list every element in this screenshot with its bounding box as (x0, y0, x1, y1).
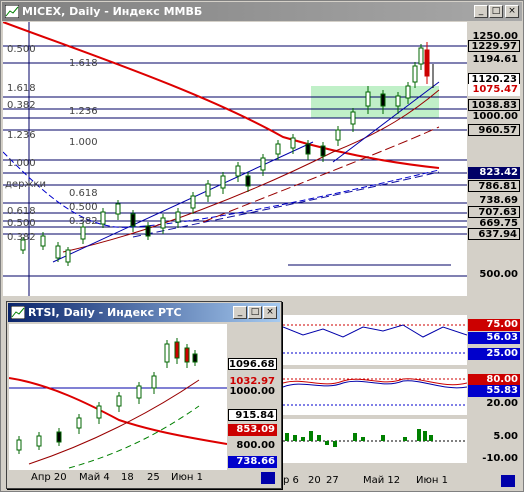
macd-plot[interactable] (283, 419, 467, 463)
rtsi-x-axis: Апр 20 Май 4 18 25 Июн 1 (9, 472, 227, 486)
fib-label: 1.236 (7, 130, 36, 141)
price-label: 1038.83 (468, 99, 520, 111)
x-label: 27 (326, 475, 339, 486)
rtsi-price-label: 1096.68 (228, 358, 277, 370)
rtsi-scroll-corner-icon[interactable] (261, 472, 275, 484)
fib-label: 0.500 (7, 44, 36, 55)
price-label: 1229.97 (468, 40, 520, 52)
rtsi-x-label: Апр 20 (31, 472, 67, 483)
price-label: 823.42 (468, 167, 520, 179)
rtsi-minimize-button[interactable]: _ (233, 306, 247, 319)
micex-title-bar[interactable]: MICEX, Daily - Индекс ММВБ _ □ × (2, 2, 522, 21)
minimize-button[interactable]: _ (474, 5, 488, 18)
fib-label: 0.382 (69, 216, 98, 227)
rtsi-title: RTSI, Daily - Индекс РТС (28, 306, 182, 319)
fib-label: 1.000 (7, 158, 36, 169)
price-label: 707.63 (468, 206, 520, 218)
rtsi-x-label: Май 4 (79, 472, 110, 483)
chart-window-icon (11, 306, 25, 319)
rtsi-price-label: 738.66 (228, 456, 277, 468)
rsi-axis: 80.00 55.83 20.00 (468, 369, 521, 415)
fib-label: 0.500 (69, 202, 98, 213)
macd-chart (283, 429, 467, 447)
stochastic-plot[interactable] (282, 315, 468, 365)
price-label: 960.57 (468, 124, 520, 136)
fib-label: 0.382 (7, 232, 36, 243)
scroll-corner-icon[interactable] (501, 475, 515, 487)
rtsi-price-label: 1000.00 (229, 386, 275, 397)
rtsi-x-label: 25 (147, 472, 160, 483)
micex-title: MICEX, Daily - Индекс ММВБ (22, 5, 203, 18)
price-label: 1000.00 (472, 111, 518, 122)
rtsi-maximize-button[interactable]: □ (248, 306, 262, 319)
stochastic-chart (282, 324, 468, 354)
micex-price-axis: 1250.00 1229.97 1194.61 1120.23 1075.47 … (468, 22, 521, 296)
fib-label: 1.000 (69, 137, 98, 148)
fib-label: 1.618 (69, 58, 98, 69)
price-label: 1250.00 (472, 31, 518, 42)
fib-label: 0.500 (7, 218, 36, 229)
rtsi-price-chart (8, 338, 228, 469)
price-label: 738.69 (479, 195, 518, 206)
rsi-plot[interactable] (282, 369, 468, 415)
ma-red-line (2, 21, 440, 169)
rtsi-price-label: 915.84 (228, 409, 277, 421)
rtsi-x-label: 18 (121, 472, 134, 483)
stoch-label: 25.00 (468, 348, 520, 360)
fib-label: 0.382 (7, 100, 36, 111)
price-label: 500.00 (479, 269, 518, 280)
x-label: Май 12 (363, 475, 401, 486)
rtsi-price-label: 800.00 (236, 440, 275, 451)
price-label: 669.75 (479, 218, 518, 229)
price-label: 1075.47 (468, 84, 520, 96)
stoch-label: 75.00 (468, 319, 520, 331)
price-label: 637.94 (468, 228, 520, 240)
support-label: держки (5, 179, 46, 190)
rsi-label: 55.83 (468, 385, 520, 397)
rtsi-x-label: Июн 1 (171, 472, 203, 483)
rsi-chart (282, 378, 468, 406)
fib-label: 1.236 (69, 106, 98, 117)
fib-label: 0.618 (7, 206, 36, 217)
rtsi-title-bar[interactable]: RTSI, Daily - Индекс РТС _ □ × (8, 303, 280, 322)
fib-label: 1.618 (7, 83, 36, 94)
rtsi-price-plot[interactable] (8, 324, 228, 470)
macd-label: 5.00 (493, 431, 518, 442)
rsi-label: 20.00 (486, 398, 518, 409)
micex-price-chart (2, 21, 467, 296)
micex-x-axis: р 6 20 27 Май 12 Июн 1 (283, 475, 521, 489)
stoch-label: 56.03 (468, 332, 520, 344)
x-label: 20 (308, 475, 321, 486)
macd-axis: 5.00 -10.00 (468, 419, 521, 464)
target-zone (311, 86, 439, 118)
rtsi-price-axis: 1096.68 1032.97 1000.00 915.84 853.09 80… (228, 324, 278, 470)
price-label: 786.81 (468, 180, 520, 192)
x-label: Июн 1 (416, 475, 448, 486)
rtsi-chart-window: RTSI, Daily - Индекс РТС _ □ × (6, 301, 282, 489)
micex-price-plot[interactable]: 0.500 1.618 1.618 0.382 1.236 1.236 1.00… (2, 21, 467, 296)
rtsi-price-label: 853.09 (228, 424, 277, 436)
maximize-button[interactable]: □ (489, 5, 503, 18)
macd-label: -10.00 (482, 453, 518, 464)
stochastic-axis: 75.00 56.03 25.00 (468, 315, 521, 365)
rtsi-price-label: 1032.97 (229, 376, 275, 387)
rsi-label: 80.00 (468, 374, 520, 386)
x-label: р 6 (283, 475, 299, 486)
rtsi-close-button[interactable]: × (263, 306, 277, 319)
price-label: 1194.61 (472, 54, 518, 65)
chart-window-icon (5, 5, 19, 18)
fib-label: 0.618 (69, 188, 98, 199)
close-button[interactable]: × (505, 5, 519, 18)
